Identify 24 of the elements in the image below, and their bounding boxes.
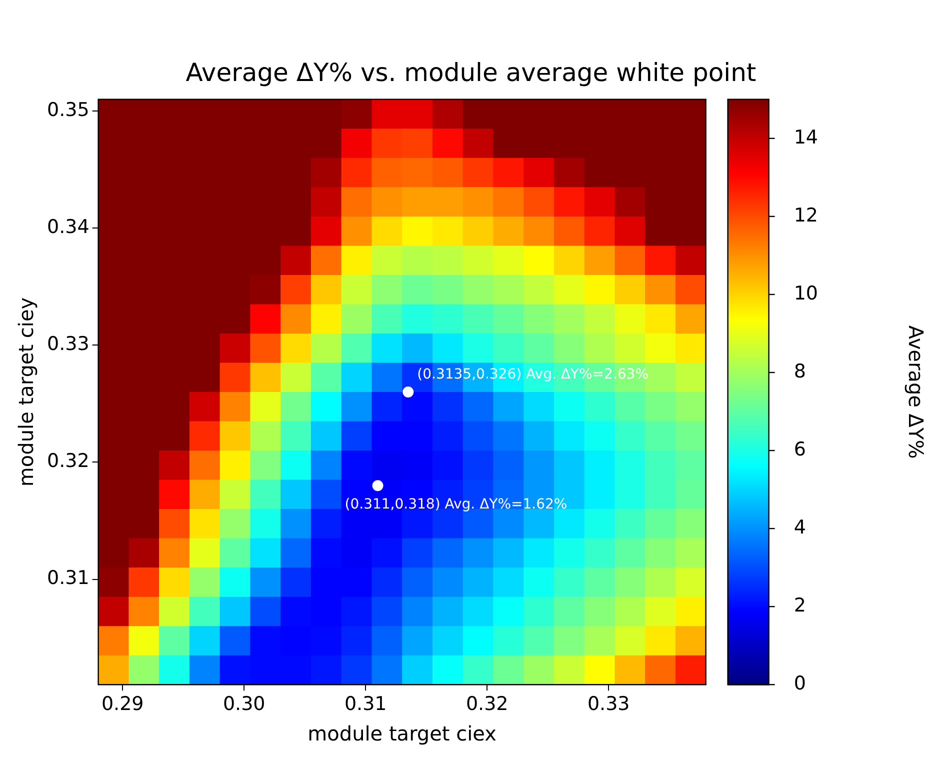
color-bar-label: 0: [794, 672, 806, 695]
x-tick-label: 0.30: [222, 692, 266, 715]
x-tick-label: 0.33: [587, 692, 630, 715]
y-tick-label: 0.31: [46, 567, 90, 590]
x-tick-label: 0.32: [466, 692, 508, 715]
color-bar-label: 8: [794, 360, 806, 382]
x-tick-label: 0.29: [101, 692, 144, 715]
y-tick-label: 0.34: [46, 216, 90, 238]
color-bar-label: 4: [794, 516, 806, 538]
y-tick-label: 0.33: [46, 333, 90, 356]
y-axis-title: module target ciey: [14, 297, 38, 487]
x-axis-title: module target ciex: [308, 722, 497, 746]
color-bar-label: 14: [794, 126, 818, 148]
color-bar-title: Average ΔY%: [904, 325, 928, 459]
x-tick-label: 0.31: [344, 692, 387, 715]
chart-title: Average ΔY% vs. module average white point: [186, 58, 756, 87]
color-bar-label: 10: [794, 282, 818, 304]
annotation: (0.311,0.318) Avg. ΔY%=1.62%: [344, 496, 568, 512]
y-tick-label: 0.35: [46, 99, 90, 122]
y-tick-label: 0.32: [46, 450, 90, 472]
annotation: (0.3135,0.326) Avg. ΔY%=2.63%: [417, 366, 648, 383]
color-bar-label: 2: [794, 594, 806, 617]
color-bar-label: 12: [794, 204, 818, 226]
color-bar-label: 6: [794, 438, 806, 460]
